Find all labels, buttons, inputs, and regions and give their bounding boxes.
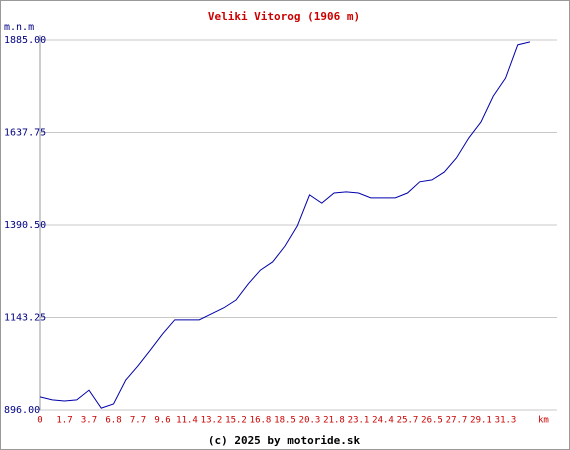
x-tick-label: 29.1 (470, 416, 492, 426)
y-axis-label: m.n.m (4, 22, 34, 33)
x-axis-label: km (538, 416, 549, 426)
x-tick-label: 7.7 (130, 416, 146, 426)
x-tick-label: 9.6 (154, 416, 170, 426)
x-tick-label: 20.3 (299, 416, 321, 426)
y-tick-label: 1637.75 (4, 128, 46, 139)
x-tick-label: 24.4 (372, 416, 394, 426)
x-tick-label: 1.7 (56, 416, 72, 426)
footer: (c) 2025 by motoride.sk (208, 434, 361, 447)
x-tick-label: 23.1 (348, 416, 370, 426)
x-tick-label: 31.3 (495, 416, 517, 426)
x-tick-label: 0 (37, 416, 42, 426)
x-tick-label: 16.8 (250, 416, 272, 426)
x-tick-label: 15.2 (225, 416, 247, 426)
x-tick-label: 26.5 (421, 416, 443, 426)
x-tick-label: 11.4 (176, 416, 198, 426)
x-tick-label: 6.8 (105, 416, 121, 426)
y-tick-label: 1143.25 (4, 313, 46, 324)
x-tick-label: 3.7 (81, 416, 97, 426)
y-tick-label: 1390.50 (4, 220, 46, 231)
x-tick-label: 13.2 (201, 416, 223, 426)
x-tick-label: 21.8 (323, 416, 345, 426)
y-tick-label: 896.00 (4, 405, 40, 416)
x-tick-label: 27.7 (446, 416, 468, 426)
x-tick-label: 18.5 (274, 416, 296, 426)
x-tick-label: 25.7 (397, 416, 419, 426)
chart-title: Veliki Vitorog (1906 m) (208, 10, 360, 23)
y-tick-label: 1885.00 (4, 35, 46, 46)
elevation-line (39, 41, 531, 409)
